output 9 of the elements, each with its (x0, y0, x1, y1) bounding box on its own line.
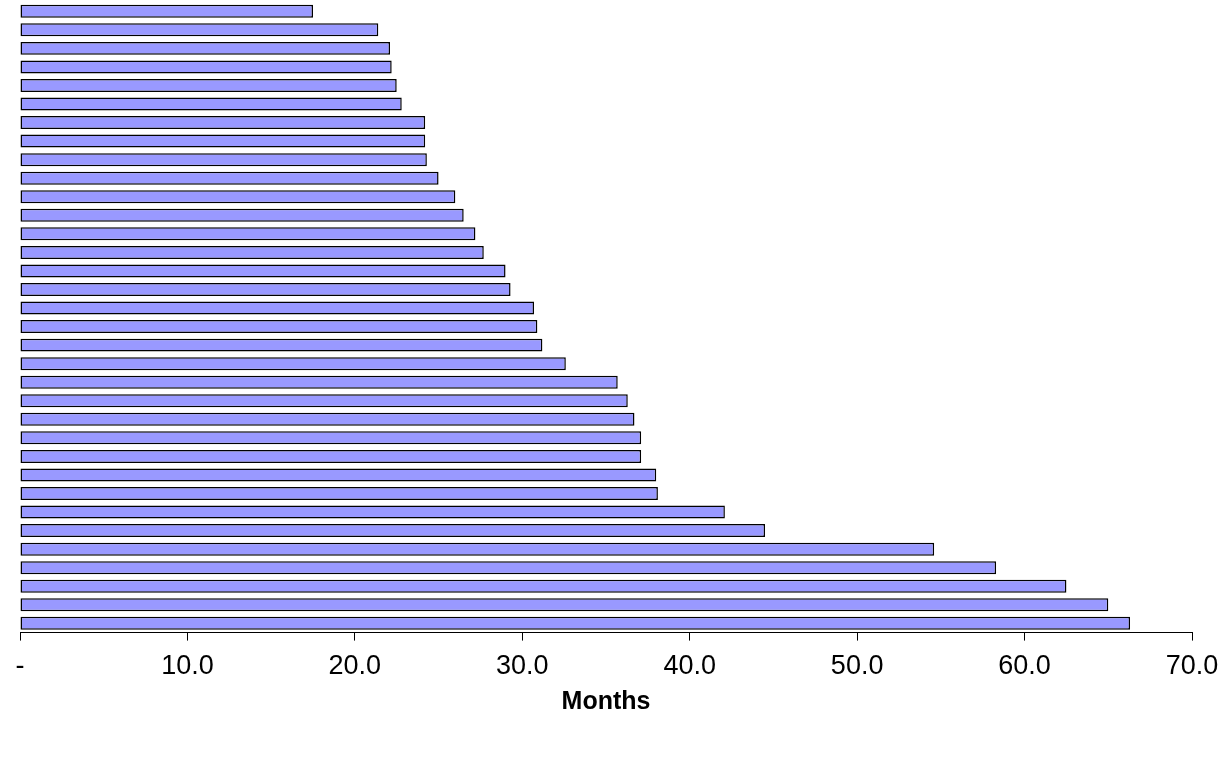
x-axis-title: Months (561, 685, 651, 714)
x-tick-label: 60.0 (998, 650, 1051, 681)
x-tick-label: 70.0 (1165, 650, 1219, 681)
x-tick-label: - (15, 650, 25, 681)
x-tick-label: 20.0 (328, 650, 382, 681)
x-tick-label: 30.0 (496, 650, 549, 681)
x-tick-label: 40.0 (663, 650, 716, 681)
x-tick-label: 50.0 (830, 650, 884, 681)
x-tick-label: 10.0 (161, 650, 214, 681)
